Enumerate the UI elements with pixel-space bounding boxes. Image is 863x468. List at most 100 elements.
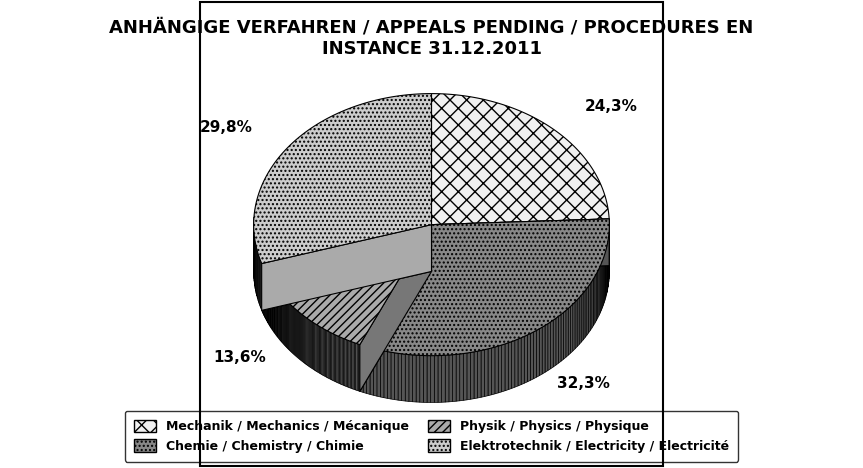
PathPatch shape (331, 333, 333, 380)
PathPatch shape (445, 355, 449, 402)
PathPatch shape (467, 352, 470, 400)
PathPatch shape (419, 355, 424, 402)
PathPatch shape (299, 312, 300, 360)
PathPatch shape (291, 305, 292, 352)
PathPatch shape (434, 356, 438, 402)
PathPatch shape (339, 337, 341, 384)
PathPatch shape (290, 304, 291, 351)
PathPatch shape (596, 271, 597, 321)
PathPatch shape (531, 332, 533, 380)
PathPatch shape (309, 320, 310, 367)
PathPatch shape (319, 326, 320, 374)
PathPatch shape (325, 330, 327, 377)
PathPatch shape (438, 356, 442, 402)
PathPatch shape (287, 302, 288, 350)
PathPatch shape (310, 321, 312, 368)
PathPatch shape (416, 355, 419, 402)
PathPatch shape (553, 318, 556, 367)
PathPatch shape (300, 313, 301, 361)
PathPatch shape (360, 225, 432, 391)
PathPatch shape (498, 345, 501, 393)
PathPatch shape (537, 329, 539, 377)
PathPatch shape (293, 307, 294, 355)
PathPatch shape (432, 219, 609, 271)
Text: 24,3%: 24,3% (585, 99, 638, 114)
PathPatch shape (398, 353, 401, 401)
PathPatch shape (338, 336, 339, 384)
PathPatch shape (387, 351, 391, 399)
PathPatch shape (597, 269, 599, 318)
PathPatch shape (336, 335, 337, 382)
PathPatch shape (409, 355, 413, 402)
PathPatch shape (327, 330, 328, 378)
PathPatch shape (460, 353, 463, 401)
PathPatch shape (401, 354, 406, 401)
PathPatch shape (484, 349, 488, 396)
PathPatch shape (298, 311, 299, 358)
PathPatch shape (449, 355, 452, 402)
PathPatch shape (360, 225, 432, 391)
PathPatch shape (548, 322, 551, 371)
PathPatch shape (333, 334, 334, 381)
PathPatch shape (394, 353, 398, 400)
PathPatch shape (542, 326, 545, 374)
PathPatch shape (431, 356, 434, 402)
PathPatch shape (589, 284, 590, 333)
PathPatch shape (599, 266, 600, 316)
PathPatch shape (583, 291, 585, 340)
Text: 32,3%: 32,3% (557, 376, 610, 391)
PathPatch shape (463, 353, 467, 400)
PathPatch shape (594, 277, 595, 326)
PathPatch shape (474, 351, 477, 399)
PathPatch shape (341, 337, 342, 385)
PathPatch shape (512, 340, 514, 388)
PathPatch shape (470, 352, 474, 399)
PathPatch shape (337, 336, 338, 383)
PathPatch shape (575, 300, 577, 349)
PathPatch shape (356, 343, 357, 390)
PathPatch shape (320, 327, 322, 374)
PathPatch shape (545, 324, 548, 373)
PathPatch shape (564, 310, 566, 359)
PathPatch shape (353, 342, 355, 389)
PathPatch shape (284, 298, 285, 346)
PathPatch shape (442, 355, 445, 402)
PathPatch shape (261, 225, 432, 344)
PathPatch shape (381, 350, 384, 398)
PathPatch shape (391, 352, 394, 400)
PathPatch shape (406, 354, 409, 402)
PathPatch shape (501, 344, 505, 392)
PathPatch shape (334, 334, 336, 382)
PathPatch shape (315, 323, 316, 371)
PathPatch shape (348, 340, 349, 388)
PathPatch shape (603, 256, 604, 306)
PathPatch shape (363, 346, 367, 394)
PathPatch shape (424, 356, 427, 402)
PathPatch shape (600, 264, 602, 313)
PathPatch shape (595, 274, 596, 323)
PathPatch shape (254, 94, 432, 263)
PathPatch shape (329, 332, 331, 379)
PathPatch shape (494, 346, 498, 394)
PathPatch shape (302, 315, 304, 362)
PathPatch shape (304, 315, 305, 363)
PathPatch shape (344, 339, 346, 387)
PathPatch shape (322, 328, 323, 375)
PathPatch shape (285, 299, 286, 347)
PathPatch shape (318, 326, 319, 373)
PathPatch shape (367, 347, 370, 395)
PathPatch shape (295, 309, 296, 357)
PathPatch shape (324, 329, 325, 377)
PathPatch shape (491, 347, 494, 395)
PathPatch shape (477, 351, 481, 398)
PathPatch shape (305, 316, 306, 364)
PathPatch shape (294, 308, 295, 356)
PathPatch shape (566, 308, 568, 357)
PathPatch shape (592, 279, 594, 328)
Text: ANHÄNGIGE VERFAHREN / APPEALS PENDING / PROCEDURES EN
INSTANCE 31.12.2011: ANHÄNGIGE VERFAHREN / APPEALS PENDING / … (110, 19, 753, 58)
PathPatch shape (306, 318, 308, 366)
PathPatch shape (346, 340, 348, 387)
PathPatch shape (317, 325, 318, 373)
PathPatch shape (488, 348, 491, 395)
PathPatch shape (261, 225, 432, 310)
